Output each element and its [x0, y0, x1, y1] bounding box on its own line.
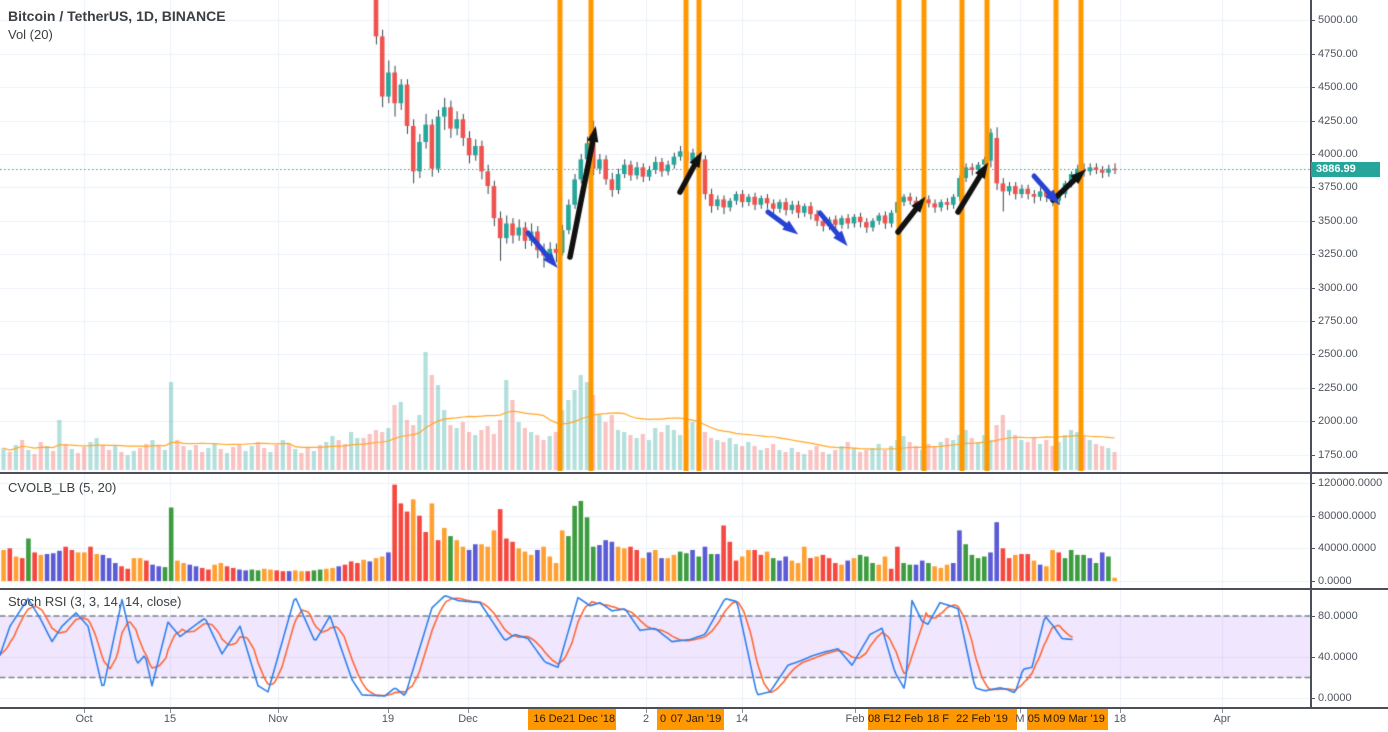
price-axis-label: 5000.00 — [1318, 14, 1358, 27]
highlighted-date-label: 09 Mar '19 — [1053, 713, 1105, 725]
highlighted-date-label: 08 F — [868, 713, 891, 725]
price-axis-label-tick — [1310, 421, 1315, 423]
time-axis[interactable]: 16 De 21 Dec '18 0 07 Jan '19 08 F 12 Feb 18 F… — [0, 709, 1388, 732]
time-axis-tick — [855, 709, 856, 713]
cvolb-axis-label-tick — [1310, 548, 1315, 550]
highlighted-date-range[interactable]: 05 M 09 Mar '19 — [1027, 709, 1108, 730]
highlighted-date-label: 21 Dec '18 — [562, 713, 616, 725]
price-axis-label-tick — [1310, 20, 1315, 22]
price-axis-label: 2750.00 — [1318, 315, 1358, 327]
price-axis-label: 3750.00 — [1318, 181, 1358, 194]
time-axis-label: Oct — [75, 713, 93, 725]
time-axis-label: 18 — [1113, 713, 1127, 725]
cvolb-axis-label: 0.0000 — [1318, 575, 1352, 587]
price-axis-label: 1750.00 — [1318, 448, 1358, 461]
time-axis-label: 15 — [163, 713, 177, 725]
time-axis-tick — [468, 709, 469, 713]
price-axis-label-tick — [1310, 254, 1315, 256]
stoch-rsi-indicator-label: Stoch RSI (3, 3, 14, 14, close) — [8, 594, 182, 609]
price-axis-label: 3250.00 — [1318, 248, 1358, 261]
cvolb-axis-label-tick — [1310, 482, 1315, 484]
price-axis-label: 4250.00 — [1318, 114, 1358, 127]
time-axis-tick — [278, 709, 279, 713]
price-axis-label-tick — [1310, 120, 1315, 122]
time-axis-label: Nov — [268, 713, 288, 725]
time-axis-tick — [742, 709, 743, 713]
stoch-axis-label-tick — [1310, 616, 1315, 617]
volume-indicator-label: Vol (20) — [8, 27, 53, 42]
price-axis-label: 4000.00 — [1318, 148, 1358, 160]
price-axis-label-tick — [1310, 454, 1315, 456]
cvolb-axis-label: 80000.0000 — [1318, 509, 1377, 522]
cvolb-axis-label: 120000.0000 — [1318, 476, 1383, 489]
price-axis-label-tick — [1310, 387, 1315, 389]
highlighted-date-range[interactable]: 16 De 21 Dec '18 — [528, 709, 616, 730]
stoch-axis-label-tick — [1310, 657, 1315, 658]
time-axis-tick — [1120, 709, 1121, 713]
stoch-axis-label: 80.0000 — [1318, 610, 1358, 622]
cvolb-indicator-label: CVOLB_LB (5, 20) — [8, 480, 117, 495]
highlighted-date-label: 22 Feb '19 — [956, 713, 1008, 725]
price-axis-label-tick — [1310, 220, 1315, 222]
highlighted-date-range[interactable]: 08 F 12 Feb 18 F 22 Feb '19 — [868, 709, 1017, 730]
time-axis-tick — [170, 709, 171, 713]
highlighted-date-label: 12 Feb — [888, 713, 924, 725]
pane-separator — [0, 707, 1388, 709]
time-axis-tick — [388, 709, 389, 713]
time-axis-label: Feb — [845, 713, 865, 725]
highlighted-date-label: 07 Jan '19 — [670, 713, 722, 725]
price-axis-label: 4750.00 — [1318, 47, 1358, 60]
price-axis-label-tick — [1310, 53, 1315, 55]
stoch-axis-label-tick — [1310, 698, 1315, 699]
pane-separator[interactable] — [0, 588, 1388, 590]
time-axis-label: Apr — [1213, 713, 1231, 725]
time-axis-tick — [1020, 709, 1021, 713]
price-axis-label: 2000.00 — [1318, 415, 1358, 428]
time-axis-label: M — [1015, 713, 1025, 725]
cvolb-axis-label-tick — [1310, 515, 1315, 517]
price-axis-label: 3500.00 — [1318, 214, 1358, 227]
price-axis-label-tick — [1310, 154, 1315, 155]
highlighted-date-range[interactable]: 0 07 Jan '19 — [657, 709, 724, 730]
pane-separator[interactable] — [0, 472, 1388, 474]
cvolb-axis-label: 40000.0000 — [1318, 542, 1377, 555]
last-price-badge: 3886.99 — [1311, 162, 1380, 177]
stoch-axis-label: 40.0000 — [1318, 651, 1358, 663]
price-axis-label: 4500.00 — [1318, 81, 1358, 94]
time-axis-label: 14 — [735, 713, 749, 725]
price-axis-label-tick — [1310, 187, 1315, 189]
highlighted-date-label: 05 M — [1027, 713, 1053, 725]
time-axis-label: Dec — [458, 713, 478, 725]
stoch-axis-label: 0.0000 — [1318, 692, 1352, 704]
time-axis-label: 2 — [642, 713, 650, 725]
price-axis-label: 2500.00 — [1318, 348, 1358, 361]
symbol-title: Bitcoin / TetherUS, 1D, BINANCE — [8, 8, 226, 24]
time-axis-tick — [84, 709, 85, 713]
price-axis-label-tick — [1310, 354, 1315, 356]
highlighted-date-label: 16 De — [533, 713, 563, 725]
price-axis-label: 3000.00 — [1318, 281, 1358, 294]
cvolb-axis-label-tick — [1310, 581, 1315, 582]
price-axis-label-tick — [1310, 321, 1315, 322]
price-axis-border — [1310, 0, 1312, 732]
time-axis-tick — [646, 709, 647, 713]
time-axis-tick — [1222, 709, 1223, 713]
price-axis-label-tick — [1310, 287, 1315, 289]
chart-canvas[interactable] — [0, 0, 1310, 709]
price-axis-label-tick — [1310, 87, 1315, 89]
highlighted-date-label: 18 F — [926, 713, 950, 725]
time-axis-label: 19 — [381, 713, 395, 725]
highlighted-date-label: 0 — [659, 713, 667, 725]
price-axis-label: 2250.00 — [1318, 381, 1358, 394]
